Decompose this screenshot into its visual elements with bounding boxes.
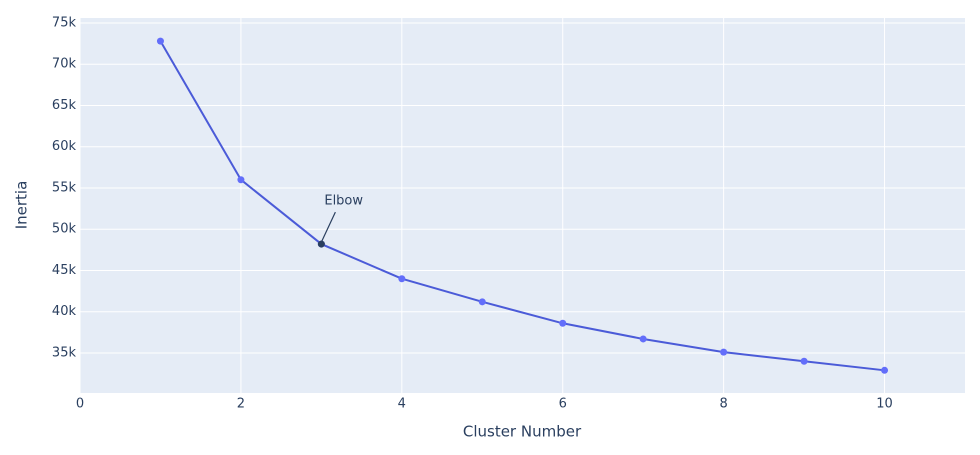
point bbox=[559, 319, 567, 327]
point bbox=[720, 348, 728, 356]
x-tick-label: 6 bbox=[559, 397, 567, 412]
x-tick-label: 0 bbox=[76, 397, 84, 412]
y-tick-label: 75k bbox=[52, 15, 77, 30]
point bbox=[237, 176, 245, 184]
point bbox=[478, 298, 486, 306]
x-axis-title: Cluster Number bbox=[463, 423, 582, 441]
y-tick-label: 55k bbox=[52, 180, 77, 195]
point bbox=[398, 275, 406, 283]
y-tick-label: 70k bbox=[52, 57, 77, 72]
x-tick-label: 10 bbox=[876, 397, 893, 412]
line bbox=[159, 40, 885, 372]
point bbox=[881, 366, 889, 374]
y-tick-label: 65k bbox=[52, 98, 77, 113]
point bbox=[800, 357, 808, 365]
y-tick-label: 50k bbox=[52, 222, 77, 237]
plot-area bbox=[80, 18, 965, 393]
annotation: Elbow bbox=[324, 194, 363, 209]
point bbox=[156, 37, 164, 45]
y-tick-label: 40k bbox=[52, 304, 77, 319]
y-axis-title: Inertia bbox=[13, 181, 31, 230]
x-tick-label: 4 bbox=[398, 397, 406, 412]
y-tick-label: 45k bbox=[52, 263, 77, 278]
annotation-arrow bbox=[320, 211, 336, 243]
y-tick-label: 35k bbox=[52, 345, 77, 360]
y-tick-label: 60k bbox=[52, 139, 77, 154]
highlight-point bbox=[317, 240, 325, 248]
point bbox=[639, 335, 647, 343]
x-tick-label: 2 bbox=[237, 397, 245, 412]
x-tick-label: 8 bbox=[719, 397, 727, 412]
